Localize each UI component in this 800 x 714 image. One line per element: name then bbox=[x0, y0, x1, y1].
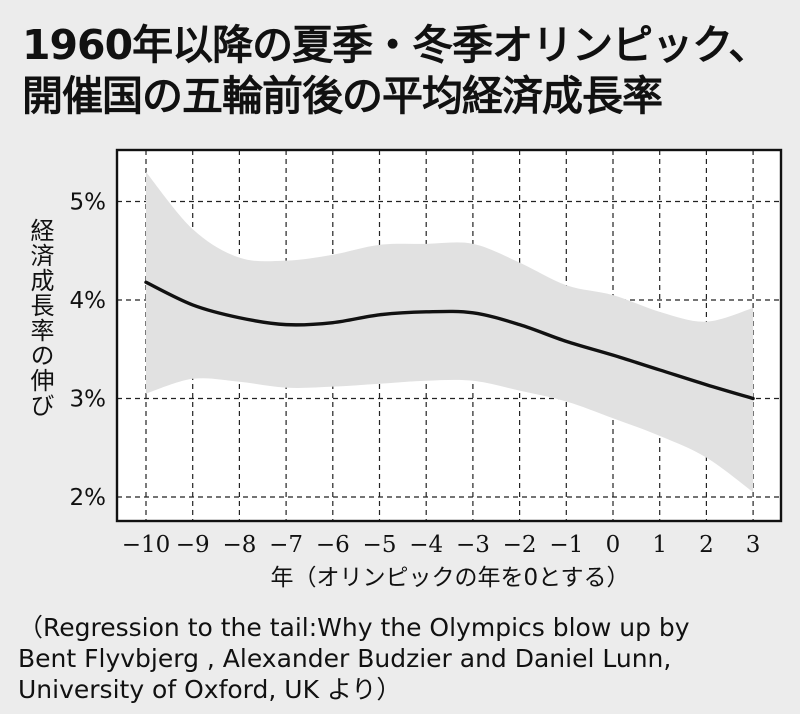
y-tick-label: 3% bbox=[70, 387, 107, 413]
x-tick-label: −5 bbox=[363, 532, 397, 558]
x-tick-label: −9 bbox=[176, 532, 210, 558]
chart-title-line-1: 1960年以降の夏季・冬季オリンピック、 bbox=[22, 21, 769, 69]
x-tick-label: −8 bbox=[222, 532, 256, 558]
x-tick-label: 0 bbox=[606, 532, 621, 558]
x-tick-label: −7 bbox=[269, 532, 303, 558]
x-tick-label: 1 bbox=[652, 532, 667, 558]
y-axis-ticks: 2% 3% 4% 5% bbox=[70, 190, 107, 512]
confidence-band bbox=[146, 171, 754, 493]
y-tick-label: 2% bbox=[70, 485, 107, 511]
x-axis-label: 年（オリンピックの年を0とする） bbox=[271, 565, 630, 591]
source-note: （Regression to the tail:Why the Olympics… bbox=[18, 612, 793, 705]
x-tick-label: −1 bbox=[549, 532, 583, 558]
x-tick-label: −10 bbox=[122, 532, 171, 558]
x-tick-label: −6 bbox=[316, 532, 350, 558]
series-line bbox=[144, 280, 755, 401]
x-tick-label: −3 bbox=[456, 532, 490, 558]
chart-title-line-2: 開催国の五輪前後の平均経済成長率 bbox=[22, 72, 663, 120]
x-tick-label: −2 bbox=[503, 532, 537, 558]
y-tick-label: 5% bbox=[70, 190, 107, 216]
source-line-1: （Regression to the tail:Why the Olympics… bbox=[18, 613, 690, 642]
y-axis-label: 経済成長率の伸び bbox=[26, 218, 54, 418]
x-tick-label: −4 bbox=[409, 532, 443, 558]
y-tick-label: 4% bbox=[70, 288, 107, 314]
chart-title: 1960年以降の夏季・冬季オリンピック、 開催国の五輪前後の平均経済成長率 bbox=[22, 20, 792, 122]
source-line-2: Bent Flyvbjerg , Alexander Budzier and D… bbox=[18, 644, 672, 673]
plot-frame bbox=[115, 148, 783, 523]
x-axis-ticks: −10 −9 −8 −7 −6 −5 −4 −3 −2 −1 0 1 2 3 bbox=[122, 532, 761, 558]
source-line-3: University of Oxford, UK より） bbox=[18, 675, 402, 704]
line-chart: −10 −9 −8 −7 −6 −5 −4 −3 −2 −1 0 1 2 3 2%3%4%5% 経済成長率… bbox=[26, 148, 783, 591]
x-tick-label: 3 bbox=[746, 532, 761, 558]
x-tick-label: 2 bbox=[699, 532, 714, 558]
